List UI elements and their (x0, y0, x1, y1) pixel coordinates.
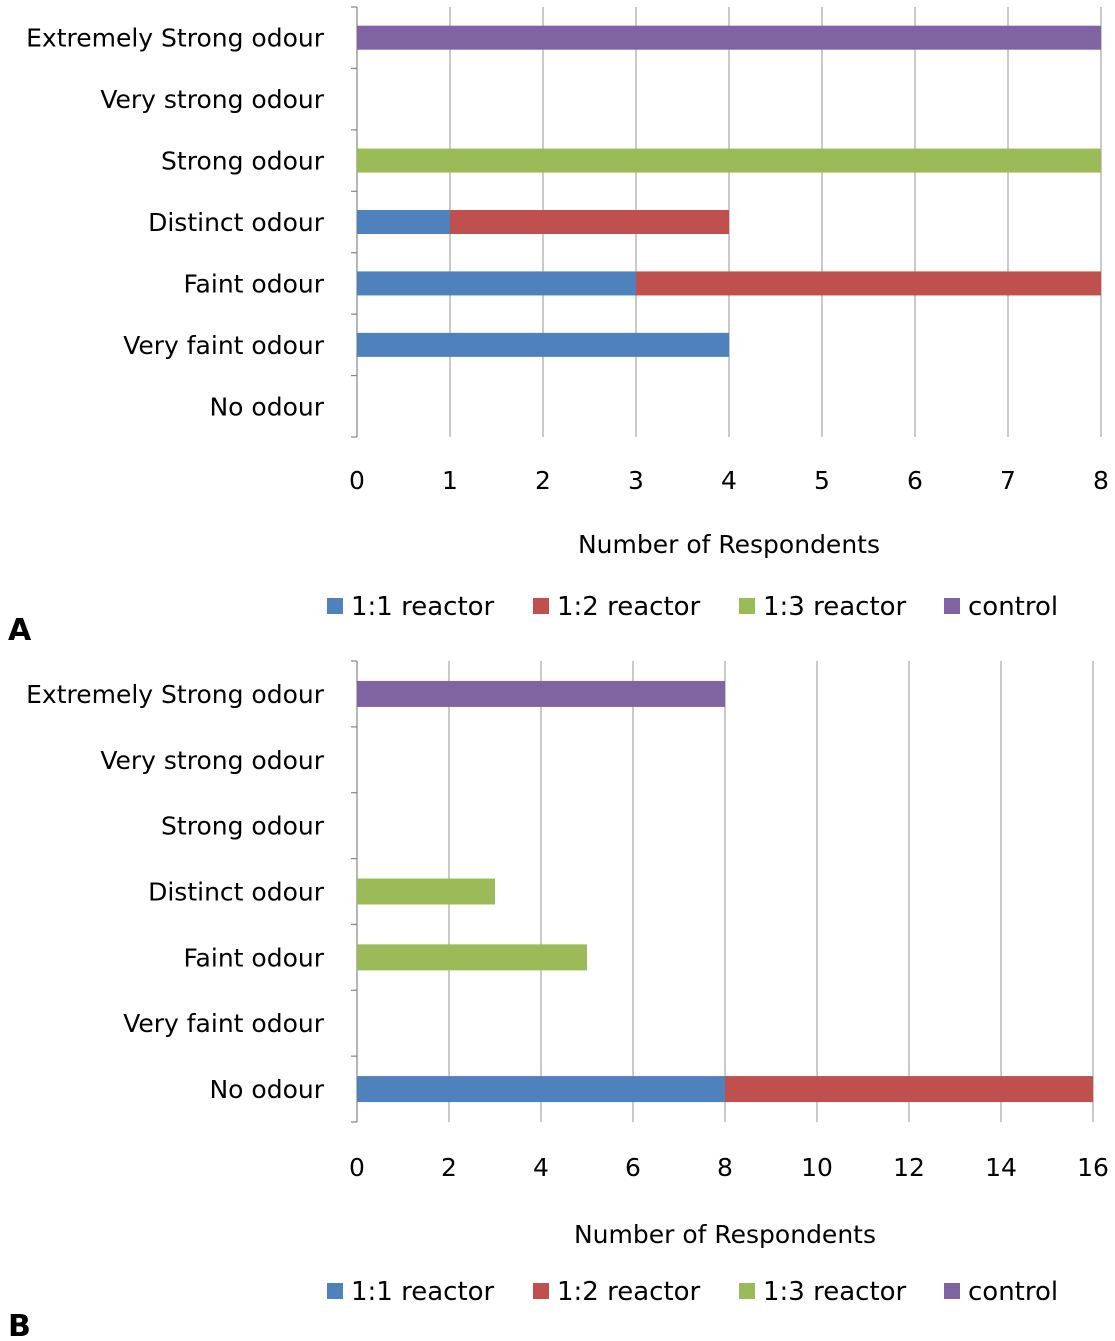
category-label: No odour (209, 1075, 324, 1104)
bar-segment (636, 271, 1101, 296)
x-tick-label: 3 (628, 466, 644, 495)
x-axis-title: Number of Respondents (574, 1220, 876, 1249)
x-tick-label: 6 (907, 466, 923, 495)
x-tick-label: 1 (442, 466, 458, 495)
x-tick-label: 12 (893, 1153, 925, 1182)
x-tick-label: 14 (985, 1153, 1017, 1182)
category-label: Strong odour (161, 812, 325, 841)
x-tick-label: 8 (717, 1153, 733, 1182)
category-label: Very faint odour (123, 1009, 325, 1038)
bar-segment (357, 1076, 725, 1103)
category-label: Distinct odour (148, 878, 325, 907)
legend-label: 1:2 reactor (557, 1277, 701, 1307)
legend-swatch (739, 1283, 755, 1299)
legend-label: control (968, 592, 1058, 622)
bar-segment (357, 680, 725, 707)
legend-label: control (968, 1277, 1058, 1307)
legend-label: 1:2 reactor (557, 592, 701, 622)
legend-swatch (533, 598, 549, 614)
bar-segment (357, 944, 587, 971)
bar-segment (357, 332, 729, 357)
x-tick-label: 7 (1000, 466, 1016, 495)
x-tick-label: 4 (533, 1153, 549, 1182)
category-label: Very faint odour (123, 331, 325, 360)
legend-swatch (944, 598, 960, 614)
bar-segment (357, 148, 1101, 173)
bar-segment (357, 210, 450, 234)
category-label: Extremely Strong odour (26, 680, 325, 709)
x-tick-label: 0 (349, 466, 365, 495)
category-label: Extremely Strong odour (26, 24, 325, 53)
category-label: Very strong odour (100, 85, 324, 114)
panel-label: B (8, 1309, 31, 1341)
legend-label: 1:3 reactor (763, 592, 907, 622)
bar-segment (357, 25, 1101, 50)
legend-label: 1:3 reactor (763, 1277, 907, 1307)
legend-swatch (533, 1283, 549, 1299)
bar-segment (725, 1076, 1093, 1103)
category-label: Distinct odour (148, 208, 325, 237)
category-label: Faint odour (183, 269, 324, 298)
legend-swatch (327, 1283, 343, 1299)
legend-swatch (739, 598, 755, 614)
legend-swatch (327, 598, 343, 614)
bar-segment (450, 210, 729, 234)
x-tick-label: 0 (349, 1153, 365, 1182)
x-tick-label: 16 (1077, 1153, 1109, 1182)
legend-swatch (944, 1283, 960, 1299)
category-label: No odour (209, 392, 324, 421)
x-axis-title: Number of Respondents (578, 530, 880, 559)
panel-label: A (8, 613, 32, 648)
legend-label: 1:1 reactor (351, 592, 495, 622)
category-label: Very strong odour (100, 746, 324, 775)
category-label: Faint odour (183, 943, 324, 972)
legend-label: 1:1 reactor (351, 1277, 495, 1307)
x-tick-label: 10 (801, 1153, 833, 1182)
x-tick-label: 5 (814, 466, 830, 495)
x-tick-label: 2 (535, 466, 551, 495)
bar-segment (357, 271, 636, 296)
category-label: Strong odour (161, 147, 325, 176)
bar-segment (357, 878, 495, 905)
x-tick-label: 4 (721, 466, 737, 495)
x-tick-label: 2 (441, 1153, 457, 1182)
x-tick-label: 8 (1093, 466, 1109, 495)
x-tick-label: 6 (625, 1153, 641, 1182)
